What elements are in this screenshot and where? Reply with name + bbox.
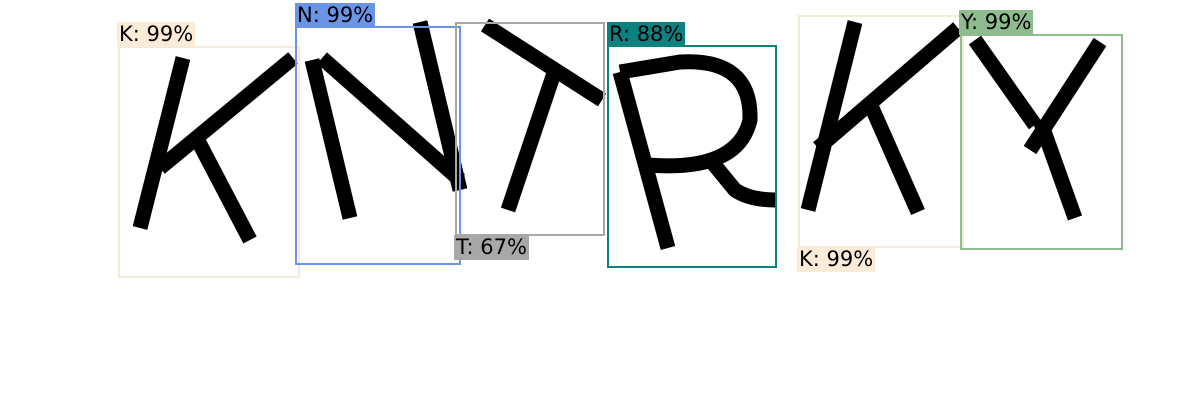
bbox-r-4 bbox=[607, 45, 777, 268]
bbox-label-k-5: K: 99% bbox=[797, 247, 876, 272]
bbox-y-6 bbox=[960, 34, 1123, 250]
bbox-t-3 bbox=[455, 22, 605, 236]
bbox-k-1 bbox=[118, 46, 300, 278]
glyph-n bbox=[304, 20, 468, 220]
bbox-label-n-2: N: 99% bbox=[295, 3, 376, 28]
glyph-y bbox=[968, 35, 1107, 221]
bbox-label-y-6: Y: 99% bbox=[959, 10, 1034, 35]
glyph-t bbox=[480, 18, 607, 213]
bbox-k-5 bbox=[798, 15, 964, 248]
bbox-label-r-4: R: 88% bbox=[607, 22, 686, 47]
bbox-label-k-1: K: 99% bbox=[117, 22, 196, 47]
bbox-n-2 bbox=[295, 26, 461, 265]
bbox-label-t-3: T: 67% bbox=[454, 235, 529, 260]
glyph-r bbox=[612, 54, 776, 250]
glyph-k-1 bbox=[132, 52, 298, 244]
glyph-k-2 bbox=[800, 20, 963, 216]
